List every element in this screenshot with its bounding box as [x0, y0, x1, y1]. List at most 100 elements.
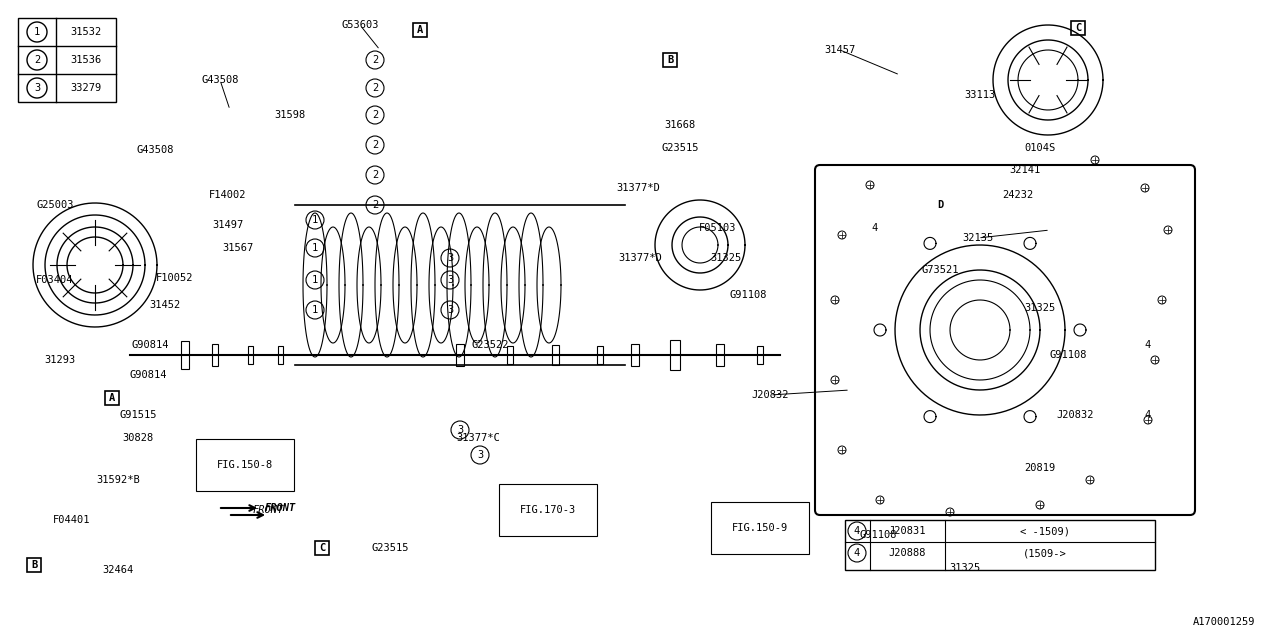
FancyBboxPatch shape: [507, 346, 513, 364]
Text: 31536: 31536: [70, 55, 101, 65]
Text: G91515: G91515: [119, 410, 156, 420]
Text: 3: 3: [33, 83, 40, 93]
Text: 31598: 31598: [274, 110, 306, 120]
Text: A170001259: A170001259: [1193, 617, 1254, 627]
Text: J20888: J20888: [888, 548, 925, 558]
Text: F10052: F10052: [156, 273, 193, 283]
FancyBboxPatch shape: [756, 346, 763, 364]
FancyBboxPatch shape: [456, 344, 465, 366]
Text: G23515: G23515: [662, 143, 699, 153]
Text: 31668: 31668: [664, 120, 695, 130]
Text: 31325: 31325: [1024, 303, 1056, 313]
Text: A: A: [109, 393, 115, 403]
Text: 32464: 32464: [102, 565, 133, 575]
Text: 31497: 31497: [212, 220, 243, 230]
Text: 31325: 31325: [950, 563, 980, 573]
Text: B: B: [667, 55, 673, 65]
Text: 3: 3: [447, 305, 453, 315]
FancyBboxPatch shape: [596, 346, 603, 364]
FancyBboxPatch shape: [663, 53, 677, 67]
FancyBboxPatch shape: [845, 520, 1155, 570]
FancyBboxPatch shape: [933, 198, 947, 212]
Text: G23522: G23522: [471, 340, 508, 350]
Text: 32141: 32141: [1010, 165, 1041, 175]
FancyBboxPatch shape: [1071, 21, 1085, 35]
Text: (1509->: (1509->: [1023, 548, 1066, 558]
Text: 4: 4: [872, 223, 878, 233]
Text: 31457: 31457: [824, 45, 855, 55]
Text: 4: 4: [854, 526, 860, 536]
Text: J20832: J20832: [1056, 410, 1093, 420]
Text: C: C: [319, 543, 325, 553]
FancyBboxPatch shape: [815, 165, 1196, 515]
Text: FRONT: FRONT: [265, 503, 296, 513]
Text: 3: 3: [477, 450, 483, 460]
Text: G90814: G90814: [129, 370, 166, 380]
Text: 1: 1: [312, 215, 319, 225]
Text: 31325: 31325: [710, 253, 741, 263]
Text: D: D: [937, 200, 943, 210]
Text: J20832: J20832: [751, 390, 788, 400]
FancyBboxPatch shape: [212, 344, 218, 366]
FancyBboxPatch shape: [27, 558, 41, 572]
Text: 33279: 33279: [70, 83, 101, 93]
Text: FIG.150-8: FIG.150-8: [216, 460, 273, 470]
Text: G23515: G23515: [371, 543, 408, 553]
Text: FIG.150-8: FIG.150-8: [216, 460, 273, 470]
Text: 31532: 31532: [70, 27, 101, 37]
Text: 2: 2: [372, 140, 378, 150]
Text: 4: 4: [854, 548, 860, 558]
Text: 30828: 30828: [123, 433, 154, 443]
FancyBboxPatch shape: [413, 23, 428, 37]
FancyBboxPatch shape: [669, 340, 680, 370]
Text: C: C: [1075, 23, 1082, 33]
Text: G53603: G53603: [342, 20, 379, 30]
Text: < -1509): < -1509): [1020, 526, 1070, 536]
Text: FIG.170-3: FIG.170-3: [520, 505, 576, 515]
FancyBboxPatch shape: [631, 344, 639, 366]
Text: G91108: G91108: [1050, 350, 1087, 360]
Text: 2: 2: [372, 83, 378, 93]
Text: G73521: G73521: [922, 265, 959, 275]
Text: 2: 2: [372, 200, 378, 210]
Text: A: A: [417, 25, 424, 35]
Text: 4: 4: [1144, 410, 1151, 420]
Text: G43508: G43508: [201, 75, 239, 85]
Text: 31592*B: 31592*B: [96, 475, 140, 485]
Text: FRONT: FRONT: [253, 505, 284, 515]
Text: 31567: 31567: [223, 243, 253, 253]
FancyBboxPatch shape: [552, 345, 558, 365]
Text: 32135: 32135: [963, 233, 993, 243]
Text: FIG.150-9: FIG.150-9: [732, 523, 788, 533]
Text: 31377*C: 31377*C: [456, 433, 500, 443]
Text: FIG.150-9: FIG.150-9: [732, 523, 788, 533]
Text: 31452: 31452: [150, 300, 180, 310]
Text: G91108: G91108: [859, 530, 897, 540]
Text: 2: 2: [372, 110, 378, 120]
Text: 2: 2: [372, 55, 378, 65]
Text: 1: 1: [312, 275, 319, 285]
Text: J20831: J20831: [888, 526, 925, 536]
Text: 1: 1: [312, 305, 319, 315]
Text: 3: 3: [447, 253, 453, 263]
Text: 20819: 20819: [1024, 463, 1056, 473]
Text: 4: 4: [1144, 340, 1151, 350]
Text: G91108: G91108: [730, 290, 767, 300]
Text: F04401: F04401: [54, 515, 91, 525]
Text: B: B: [31, 560, 37, 570]
FancyBboxPatch shape: [180, 341, 189, 369]
Text: 33113: 33113: [964, 90, 996, 100]
FancyBboxPatch shape: [716, 344, 724, 366]
Text: 2: 2: [372, 170, 378, 180]
Text: G90814: G90814: [132, 340, 169, 350]
Text: FIG.170-3: FIG.170-3: [520, 505, 576, 515]
Text: 3: 3: [447, 275, 453, 285]
Text: 1: 1: [312, 243, 319, 253]
Text: F03404: F03404: [36, 275, 74, 285]
Text: 1: 1: [33, 27, 40, 37]
Text: G25003: G25003: [36, 200, 74, 210]
Text: 31293: 31293: [45, 355, 76, 365]
FancyBboxPatch shape: [278, 346, 283, 364]
Text: G43508: G43508: [136, 145, 174, 155]
Text: 0104S: 0104S: [1024, 143, 1056, 153]
